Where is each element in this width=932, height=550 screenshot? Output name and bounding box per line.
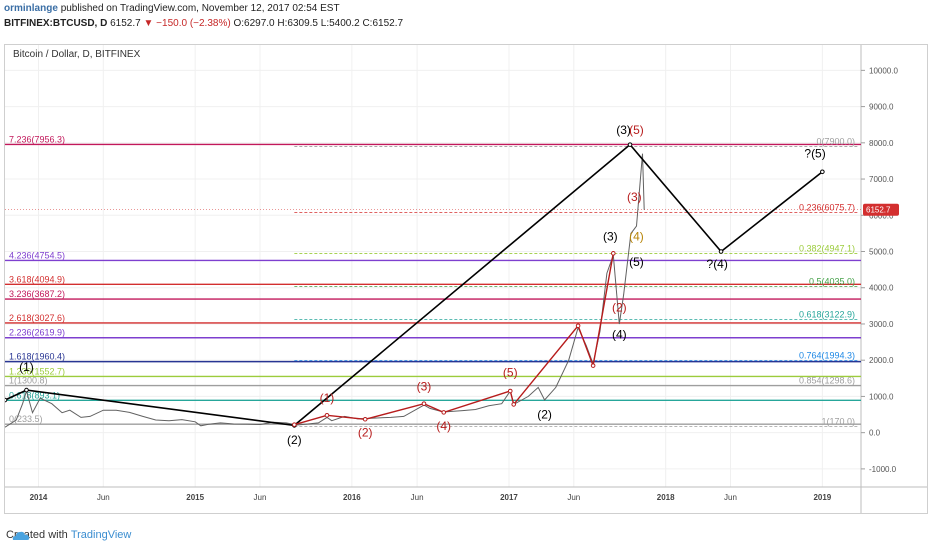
tradingview-cloud-icon	[12, 531, 30, 540]
price-chart[interactable]: -1000.0 0.0 1000.0 2000.0 3000.0 4000.0 5000.0…	[5, 45, 927, 513]
price-change: ▼ −150.0 (−2.38%)	[143, 18, 231, 29]
wave-label: (3)	[627, 190, 642, 204]
wave-label: (4)	[629, 230, 644, 244]
wave-label: (5)	[629, 123, 644, 137]
wave-label: (3)	[417, 379, 432, 393]
wave-label: ?(4)	[707, 257, 728, 271]
y-tick-label: 8000.0	[869, 139, 894, 148]
y-tick-label: 0.0	[869, 429, 881, 438]
y-tick-label: 9000.0	[869, 103, 894, 112]
x-tick-label: Jun	[567, 493, 580, 502]
fib-extension-label: 3.618(4094.9)	[9, 274, 65, 284]
wave-point	[511, 402, 517, 407]
wave-point	[820, 169, 825, 175]
fib-extension-label: 1.236(1552.7)	[9, 366, 65, 376]
wave-point	[718, 249, 724, 254]
chart-title: Bitcoin / Dollar, D, BITFINEX	[13, 49, 141, 60]
wave-point	[575, 323, 581, 329]
wave-label: (1)	[320, 391, 335, 405]
sub-wave-line	[294, 253, 614, 426]
y-tick-label: 7000.0	[869, 175, 894, 184]
fib-retracement-label: 0(7900.0)	[816, 136, 855, 146]
fib-extension-label: 2.618(3027.6)	[9, 313, 65, 323]
fib-retracement-label: 0.5(4035.0)	[809, 276, 855, 286]
fib-extension-label: 4.236(4754.5)	[9, 250, 65, 260]
wave-point	[362, 416, 368, 422]
x-tick-label: 2014	[30, 493, 48, 502]
wave-label: (5)	[629, 255, 644, 269]
wave-point	[5, 397, 8, 403]
fib-retracement-label: 0.854(1298.6)	[799, 376, 855, 386]
last-price-header: 6152.7	[110, 18, 141, 29]
wave-label: (4)	[612, 327, 627, 341]
x-tick-label: 2017	[500, 493, 518, 502]
fib-retracement-label: 1(170.0)	[821, 416, 855, 426]
y-tick-label: 3000.0	[869, 320, 894, 329]
chart-header: orminlange published on TradingView.com,…	[0, 0, 932, 44]
created-with: Created with TradingView	[6, 529, 131, 541]
wave-point	[590, 363, 596, 368]
author-link[interactable]: orminlange	[4, 3, 58, 14]
wave-point	[324, 412, 330, 418]
wave-label: (3)	[603, 230, 618, 244]
last-price-tag	[863, 203, 899, 216]
symbol-label: BITFINEX:BTCUSD, D	[4, 18, 108, 29]
footer: Created with TradingView	[0, 522, 932, 550]
wave-point	[611, 251, 616, 256]
y-tick-label: 1000.0	[869, 392, 894, 401]
x-tick-label: Jun	[724, 493, 737, 502]
fib-extension-label: 0(233.5)	[9, 414, 43, 424]
fib-extension-label: 7.236(7956.3)	[9, 134, 65, 144]
fib-retracement-label: 0.618(3122.9)	[799, 310, 855, 320]
fib-extension-label: 2.236(2619.9)	[9, 328, 65, 338]
fib-retracement-label: 0.236(6075.7)	[799, 203, 855, 213]
x-tick-label: 2016	[343, 493, 361, 502]
primary-wave-line	[5, 143, 823, 427]
x-tick-label: 2018	[657, 493, 675, 502]
x-tick-label: Jun	[97, 493, 110, 502]
wave-point	[627, 142, 633, 147]
x-tick-label: Jun	[411, 493, 424, 502]
y-tick-label: 2000.0	[869, 356, 894, 365]
wave-label: (2)	[358, 425, 373, 439]
wave-label: (5)	[503, 366, 518, 380]
publish-line: orminlange published on TradingView.com,…	[4, 3, 340, 14]
fib-extension-label: 0.618(893.1)	[9, 390, 60, 400]
y-tick-label: -1000.0	[869, 465, 897, 474]
fib-extension-label: 3.236(3687.2)	[9, 289, 65, 299]
x-tick-label: 2019	[813, 493, 831, 502]
chart-pane[interactable]: -1000.0 0.0 1000.0 2000.0 3000.0 4000.0 5000.0…	[4, 44, 928, 514]
wave-point	[507, 388, 513, 394]
wave-label: (2)	[287, 433, 302, 447]
fib-extension-label: 1.618(1960.4)	[9, 352, 65, 362]
fib-retracement-label: 0.764(1994.3)	[799, 350, 855, 360]
y-tick-label: 6000.0	[869, 211, 894, 220]
wave-point	[24, 387, 29, 393]
wave-label: (4)	[436, 419, 451, 433]
wave-label: (2)	[612, 300, 627, 314]
tradingview-brand[interactable]: TradingView	[70, 529, 132, 541]
ohlc-line: BITFINEX:BTCUSD, D 6152.7 ▼ −150.0 (−2.3…	[4, 18, 403, 29]
wave-point	[421, 401, 427, 406]
y-tick-label: 5000.0	[869, 248, 894, 257]
wave-label: (1)	[19, 360, 34, 374]
x-tick-label: 2015	[186, 493, 204, 502]
ohlc-values: O:6297.0 H:6309.5 L:5400.2 C:6152.7	[233, 18, 404, 29]
wave-label: (3)	[616, 123, 631, 137]
wave-point	[292, 422, 297, 427]
fib-retracement-label: 0.382(4947.1)	[799, 243, 855, 253]
wave-label: ?(5)	[804, 146, 825, 160]
wave-label: (2)	[537, 408, 552, 422]
publish-info: published on TradingView.com, November 1…	[60, 3, 340, 14]
y-tick-label: 10000.0	[869, 66, 898, 75]
x-tick-label: Jun	[254, 493, 267, 502]
last-price-tag-label: 6152.7	[866, 206, 891, 215]
wave-point	[441, 410, 447, 415]
fib-extension-label: 1(1300.8)	[9, 376, 48, 386]
y-tick-label: 4000.0	[869, 284, 894, 293]
